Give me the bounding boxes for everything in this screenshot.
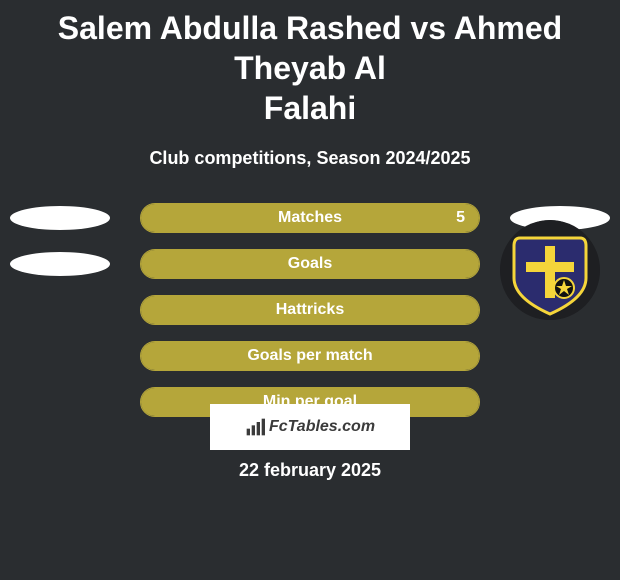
stat-value-right: 5 [456,203,465,233]
subtitle: Club competitions, Season 2024/2025 [0,148,620,169]
player-left-marker [10,206,110,230]
stat-bar-track [140,341,480,371]
comparison-title: Salem Abdulla Rashed vs Ahmed Theyab Al … [0,0,620,128]
stat-bar-track [140,295,480,325]
title-line-2: Falahi [264,90,356,126]
snapshot-date: 22 february 2025 [0,460,620,481]
stat-bar-fill-right [141,250,479,278]
fctables-logo: FcTables.com [245,417,375,437]
footer-attribution[interactable]: FcTables.com [210,404,410,450]
stat-bar-fill-right [141,296,479,324]
bars-icon [245,417,265,437]
title-line-1: Salem Abdulla Rashed vs Ahmed Theyab Al [58,10,562,86]
stat-bar-fill-right [141,342,479,370]
stat-bar-track [140,203,480,233]
club-badge [500,220,600,320]
stat-row: Goals per match [0,341,620,371]
stat-bar-fill-right [141,204,479,232]
footer-brand-text: FcTables.com [269,418,375,436]
player-left-marker [10,252,110,276]
stat-bar-track [140,249,480,279]
